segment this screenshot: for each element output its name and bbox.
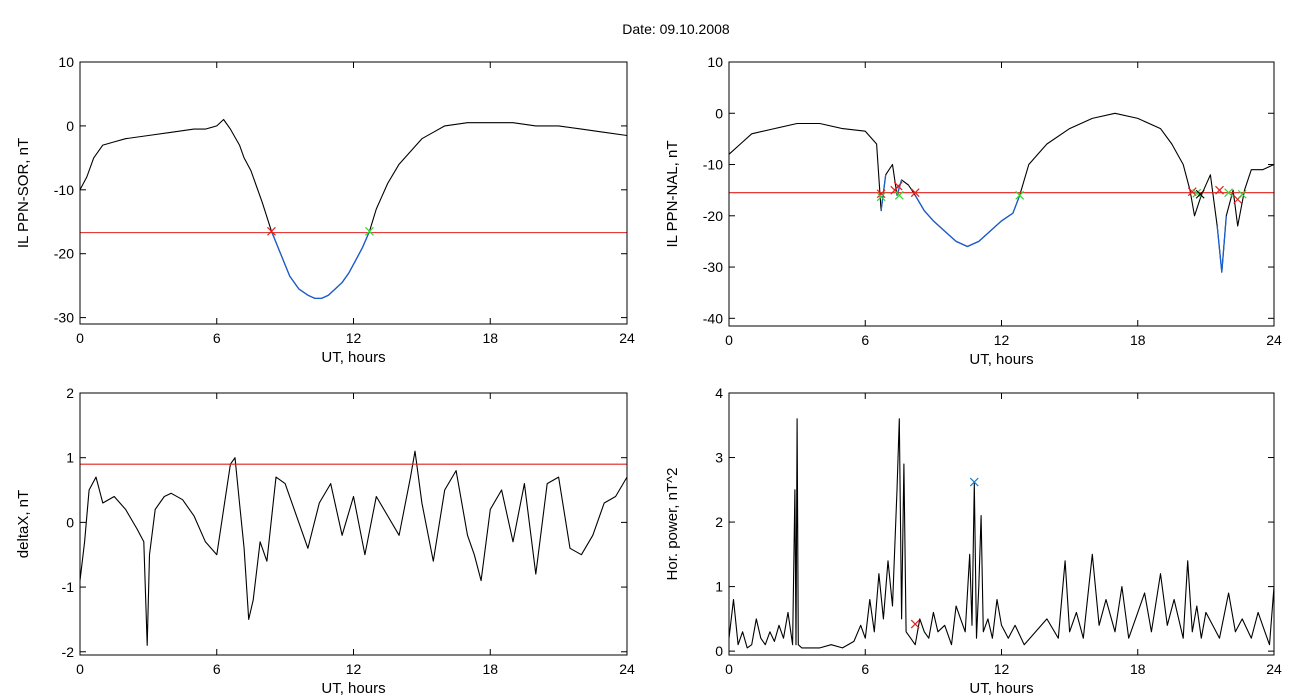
marker-green (1015, 190, 1025, 200)
y-tick-label: -40 (703, 310, 723, 326)
marker-blue (969, 477, 979, 487)
marker-green (1237, 189, 1247, 199)
panel-ppn-sor: 0 6 12 18 24 -30 -20 -10 0 10 UT, hours IL PPN-SOR,… (15, 54, 635, 366)
y-tick-label: 10 (707, 54, 723, 70)
y-tick-label: -30 (703, 259, 723, 275)
marker-red (910, 619, 920, 629)
y-tick-label: 2 (715, 514, 723, 530)
plot-area (729, 112, 1274, 273)
x-axis-label: UT, hours (969, 680, 1033, 697)
marker-red (1215, 185, 1224, 195)
plot-frame (728, 392, 1275, 656)
series-line (80, 450, 627, 646)
x-axis-label: UT, hours (969, 351, 1033, 368)
y-axis-label: Hor. power, nT^2 (664, 468, 681, 581)
panel-ppn-nal: 0 6 12 18 24 -40 -30 -20 -10 0 10 UT, hours IL PPN-N… (664, 54, 1282, 368)
x-tick-label: 6 (861, 332, 869, 348)
x-tick-label: 24 (1266, 661, 1282, 677)
x-tick-label: 12 (994, 661, 1010, 677)
x-tick-label: 0 (76, 330, 84, 346)
y-tick-label: 0 (715, 105, 723, 121)
y-axis-label: deltaX, nT (15, 490, 32, 558)
x-tick-label: 6 (213, 661, 221, 677)
marker-red (893, 181, 903, 191)
x-tick-label: 0 (76, 661, 84, 677)
y-tick-label: -20 (54, 246, 74, 262)
y-tick-label: 0 (66, 118, 74, 134)
x-tick-label: 12 (346, 661, 362, 677)
plot-area (729, 418, 1274, 649)
marker-red (267, 226, 276, 236)
marker-green (876, 192, 886, 202)
plot-frame (728, 61, 1275, 327)
series-line (729, 418, 1274, 649)
x-tick-label: 18 (1130, 661, 1146, 677)
marker-green (1224, 188, 1234, 198)
x-tick-label: 24 (619, 661, 635, 677)
highlighted-segment (1216, 215, 1227, 273)
plot-frame (79, 392, 628, 656)
x-tick-label: 6 (213, 330, 221, 346)
figure-title: Date: 09.10.2008 (622, 21, 730, 37)
marker-black (1195, 189, 1205, 199)
y-tick-label: -2 (62, 644, 75, 660)
plot-frame (79, 61, 628, 325)
y-tick-label: -20 (703, 208, 723, 224)
y-axis-label: IL PPN-SOR, nT (15, 138, 32, 248)
y-tick-label: 4 (715, 385, 723, 401)
x-tick-label: 18 (482, 661, 498, 677)
y-tick-label: -1 (62, 579, 75, 595)
marker-green (894, 190, 904, 200)
plot-area (80, 450, 627, 646)
x-tick-label: 18 (482, 330, 498, 346)
x-tick-label: 18 (1130, 332, 1146, 348)
marker-green (365, 226, 374, 236)
y-tick-label: -30 (54, 310, 74, 326)
y-tick-label: 0 (66, 514, 74, 530)
x-axis-label: UT, hours (321, 349, 385, 366)
x-tick-label: 6 (861, 661, 869, 677)
x-tick-label: 0 (725, 661, 733, 677)
highlighted-segment (270, 231, 371, 300)
y-tick-label: 1 (715, 579, 723, 595)
x-tick-label: 0 (725, 332, 733, 348)
y-tick-label: 2 (66, 385, 74, 401)
y-axis-label: IL PPN-NAL, nT (664, 141, 681, 248)
y-tick-label: -10 (54, 182, 74, 198)
y-tick-label: 10 (58, 54, 74, 70)
y-tick-label: -10 (703, 157, 723, 173)
x-tick-label: 24 (619, 330, 635, 346)
highlighted-segment (914, 194, 1021, 248)
x-tick-label: 12 (346, 330, 362, 346)
y-tick-label: 0 (715, 643, 723, 659)
x-tick-label: 24 (1266, 332, 1282, 348)
marker-red (876, 189, 886, 199)
marker-green (1192, 188, 1202, 198)
x-tick-label: 12 (994, 332, 1010, 348)
plot-area (80, 118, 627, 300)
y-tick-label: 1 (66, 450, 74, 466)
series-line (80, 118, 627, 299)
y-tick-label: 3 (715, 450, 723, 466)
marker-red (910, 188, 920, 198)
x-axis-label: UT, hours (321, 680, 385, 697)
